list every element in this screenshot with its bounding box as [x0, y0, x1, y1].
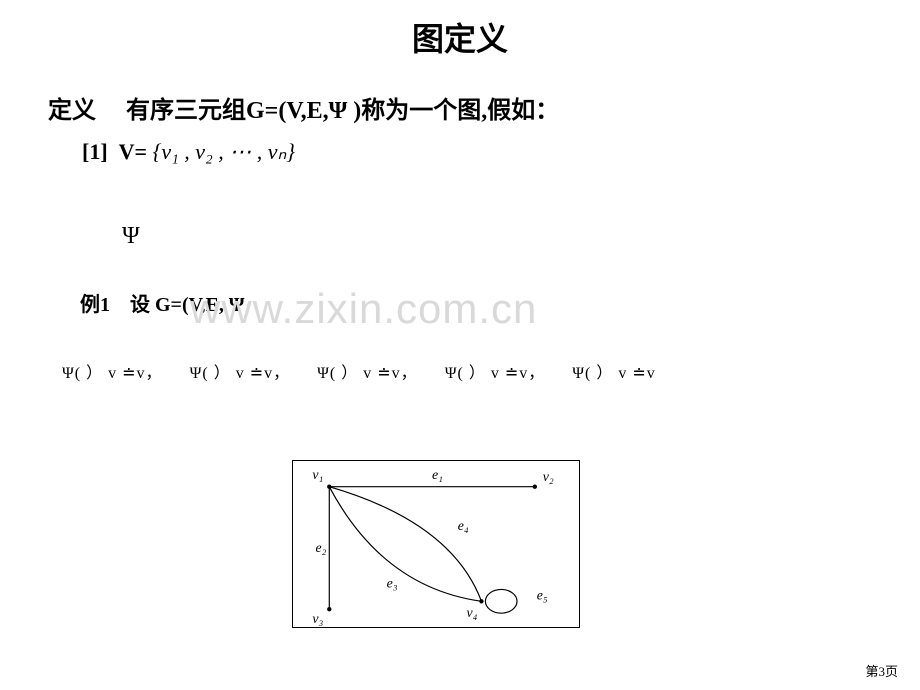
psi-symbol: Ψ — [122, 223, 920, 250]
svg-text:v₁: v₁ — [312, 467, 323, 482]
example-label: 例1 — [80, 294, 110, 316]
svg-text:v₂: v₂ — [543, 469, 554, 484]
mapping-line: Ψ( ） v ≐v， Ψ( ） v ≐v， Ψ( ） v ≐v， Ψ( ） v … — [62, 359, 920, 383]
v-index: [1] — [82, 139, 108, 164]
svg-text:v₄: v₄ — [467, 605, 478, 620]
definition-line: 定义 有序三元组G=(V,E,Ψ )称为一个图,假如： — [48, 90, 920, 125]
definition-text: 有序三元组G=(V,E,Ψ )称为一个图,假如： — [126, 98, 559, 124]
v-set-contents: {v₁ , v₂ , ⋯ , vₙ} — [153, 139, 295, 164]
definition-prefix: 定义 — [48, 98, 96, 124]
map-seg-2: Ψ( ） v ≐v， — [317, 365, 418, 382]
map-seg-4: Ψ( ） v ≐v — [572, 365, 656, 382]
map-seg-0: Ψ( ） v ≐v， — [62, 365, 163, 382]
svg-text:e₃: e₃ — [387, 575, 398, 590]
slide-title: 图定义 — [0, 0, 920, 60]
svg-text:v₃: v₃ — [312, 611, 323, 626]
svg-text:e₂: e₂ — [315, 540, 326, 555]
page-number: 第3页 — [865, 661, 898, 680]
map-seg-3: Ψ( ） v ≐v， — [445, 365, 546, 382]
graph-svg: e₁ e₂ e₃ e₄ e₅ v₁ v₂ v₃ v₄ — [293, 461, 579, 627]
example-line: 例1 设 G=(V,E, Ψ — [80, 288, 920, 317]
svg-text:e₁: e₁ — [432, 467, 443, 482]
svg-text:e₅: e₅ — [537, 587, 548, 602]
vertex-set-line: [1] V= {v₁ , v₂ , ⋯ , vₙ} — [82, 139, 920, 165]
example-text: 设 G=(V,E, Ψ — [130, 294, 244, 316]
graph-figure: e₁ e₂ e₃ e₄ e₅ v₁ v₂ v₃ v₄ — [292, 460, 580, 628]
map-seg-1: Ψ( ） v ≐v， — [190, 365, 291, 382]
svg-text:e₄: e₄ — [458, 518, 469, 533]
v-lhs: V= — [119, 139, 147, 164]
